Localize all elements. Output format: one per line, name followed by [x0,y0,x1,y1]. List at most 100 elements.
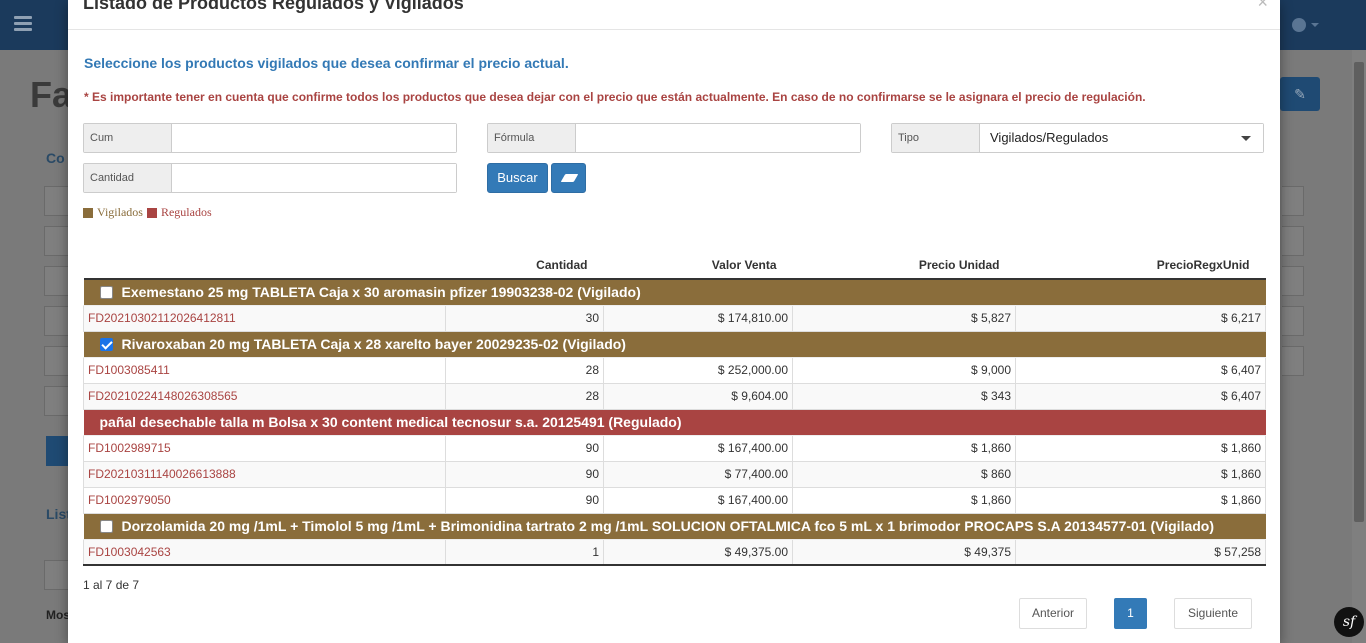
bg-go-button [46,436,68,466]
invoice-code: FD1003042563 [83,538,446,566]
valor-venta-cell: $ 252,000.00 [603,356,793,384]
confirm-checkbox[interactable] [99,520,113,533]
valor-venta-cell: $ 167,400.00 [603,486,793,514]
invoice-code: FD20210311140026613888 [83,460,446,488]
formula-input[interactable] [576,124,860,152]
bg-show-label: Mos [46,608,70,622]
product-group-row: Dorzolamida 20 mg /1mL + Timolol 5 mg /1… [83,513,1266,540]
legend-vigilados: Vigilados [97,205,143,219]
table-row: FD1003042563 1 $ 49,375.00 $ 49,375 $ 57… [83,538,1266,566]
product-group-row: Rivaroxaban 20 mg TABLETA Caja x 28 xare… [83,331,1266,358]
next-page-button[interactable]: Siguiente [1174,598,1252,629]
column-header: Precio Unidad [792,254,1016,280]
column-header: PrecioRegxUnid [1015,254,1266,280]
vigilado-swatch [83,207,93,218]
precio-unidad-cell: $ 9,000 [792,356,1016,384]
column-header: Valor Venta [603,254,793,280]
tipo-select[interactable]: Vigilados/Regulados [980,124,1263,152]
caret-down-icon [1241,136,1251,141]
bg-field [1282,306,1304,336]
search-button[interactable]: Buscar [487,163,548,193]
bg-field [1282,226,1304,256]
valor-venta-cell: $ 49,375.00 [603,538,793,566]
cantidad-field-group: Cantidad [83,163,457,193]
product-group-title: Rivaroxaban 20 mg TABLETA Caja x 28 xare… [121,336,626,352]
cantidad-cell: 28 [445,356,604,384]
bg-field [1282,186,1304,216]
page-scrollbar-thumb[interactable] [1354,62,1364,522]
cantidad-input[interactable] [172,164,456,192]
valor-venta-cell: $ 77,400.00 [603,460,793,488]
precio-reg-cell: $ 6,407 [1015,356,1266,384]
formula-field-group: Fórmula [487,123,861,153]
tipo-selected-value: Vigilados/Regulados [990,130,1109,145]
cantidad-cell: 90 [445,486,604,514]
confirm-checkbox[interactable] [99,286,113,300]
bg-field [1282,346,1304,376]
precio-reg-cell: $ 6,217 [1015,304,1266,332]
precio-reg-cell: $ 6,407 [1015,382,1266,410]
modal-header: Listado de Productos Regulados y Vigilad… [68,0,1280,30]
precio-reg-cell: $ 1,860 [1015,486,1266,514]
legend-regulados: Regulados [160,205,212,219]
records-count: 1 al 7 de 7 [83,578,140,592]
precio-unidad-cell: $ 1,860 [792,486,1016,514]
table-row: FD20210311140026613888 90 $ 77,400.00 $ … [83,460,1266,488]
column-header [83,254,446,280]
invoice-code: FD20210224148026308565 [83,382,446,410]
regulado-swatch [146,207,157,218]
eraser-icon [560,174,579,182]
tipo-field-group: Tipo Vigilados/Regulados [891,123,1264,153]
warning-text: * Es importante tener en cuenta que conf… [84,90,1146,104]
precio-reg-cell: $ 1,860 [1015,460,1266,488]
tipo-label: Tipo [892,124,980,152]
cantidad-cell: 30 [445,304,604,332]
table-row: FD1003085411 28 $ 252,000.00 $ 9,000 $ 6… [83,356,1266,384]
table-row: FD20210224148026308565 28 $ 9,604.00 $ 3… [83,382,1266,410]
formula-label: Fórmula [488,124,576,152]
invoice-code: FD1003085411 [83,356,446,384]
cantidad-cell: 1 [445,538,604,566]
edit-button[interactable]: ✎ [1280,77,1320,111]
close-icon[interactable]: × [1257,0,1268,12]
chevron-down-icon [1311,23,1319,27]
symfony-toolbar-icon[interactable]: sf [1334,607,1364,637]
product-group-title: Dorzolamida 20 mg /1mL + Timolol 5 mg /1… [121,518,1215,534]
table-row: FD1002979050 90 $ 167,400.00 $ 1,860 $ 1… [83,486,1266,514]
previous-page-button[interactable]: Anterior [1019,598,1087,629]
product-group-title: pañal desechable talla m Bolsa x 30 cont… [99,414,682,430]
legend: Vigilados Regulados [83,205,214,220]
cum-field-group: Cum [83,123,457,153]
cantidad-label: Cantidad [84,164,172,192]
clear-filters-button[interactable] [551,163,586,193]
product-group-title: Exemestano 25 mg TABLETA Caja x 30 aroma… [121,284,641,301]
product-group-row: Exemestano 25 mg TABLETA Caja x 30 aroma… [83,279,1266,306]
invoice-code: FD1002979050 [83,486,446,514]
cum-input[interactable] [172,124,456,152]
menu-icon[interactable] [14,16,32,31]
modal-title: Listado de Productos Regulados y Vigilad… [83,0,464,13]
cantidad-cell: 90 [445,434,604,462]
page-title: Fa [30,74,73,115]
page-1-button[interactable]: 1 [1114,598,1147,629]
precio-reg-cell: $ 57,258 [1015,538,1266,566]
confirm-checkbox[interactable] [99,338,113,351]
product-group-row: pañal desechable talla m Bolsa x 30 cont… [83,409,1266,436]
invoice-code: FD1002989715 [83,434,446,462]
list-heading: List [46,506,71,522]
section-heading: Co [46,150,65,166]
user-avatar-icon[interactable] [1292,18,1306,32]
valor-venta-cell: $ 9,604.00 [603,382,793,410]
bg-field [1282,266,1304,296]
table-row: FD20210302112026412811 30 $ 174,810.00 $… [83,304,1266,332]
valor-venta-cell: $ 174,810.00 [603,304,793,332]
table-header-row: Cantidad Valor Venta Precio Unidad Preci… [83,254,1266,280]
precio-unidad-cell: $ 49,375 [792,538,1016,566]
cum-label: Cum [84,124,172,152]
precio-reg-cell: $ 1,860 [1015,434,1266,462]
precio-unidad-cell: $ 860 [792,460,1016,488]
products-modal: Listado de Productos Regulados y Vigilad… [68,0,1280,643]
table-row: FD1002989715 90 $ 167,400.00 $ 1,860 $ 1… [83,434,1266,462]
cantidad-cell: 90 [445,460,604,488]
precio-unidad-cell: $ 5,827 [792,304,1016,332]
